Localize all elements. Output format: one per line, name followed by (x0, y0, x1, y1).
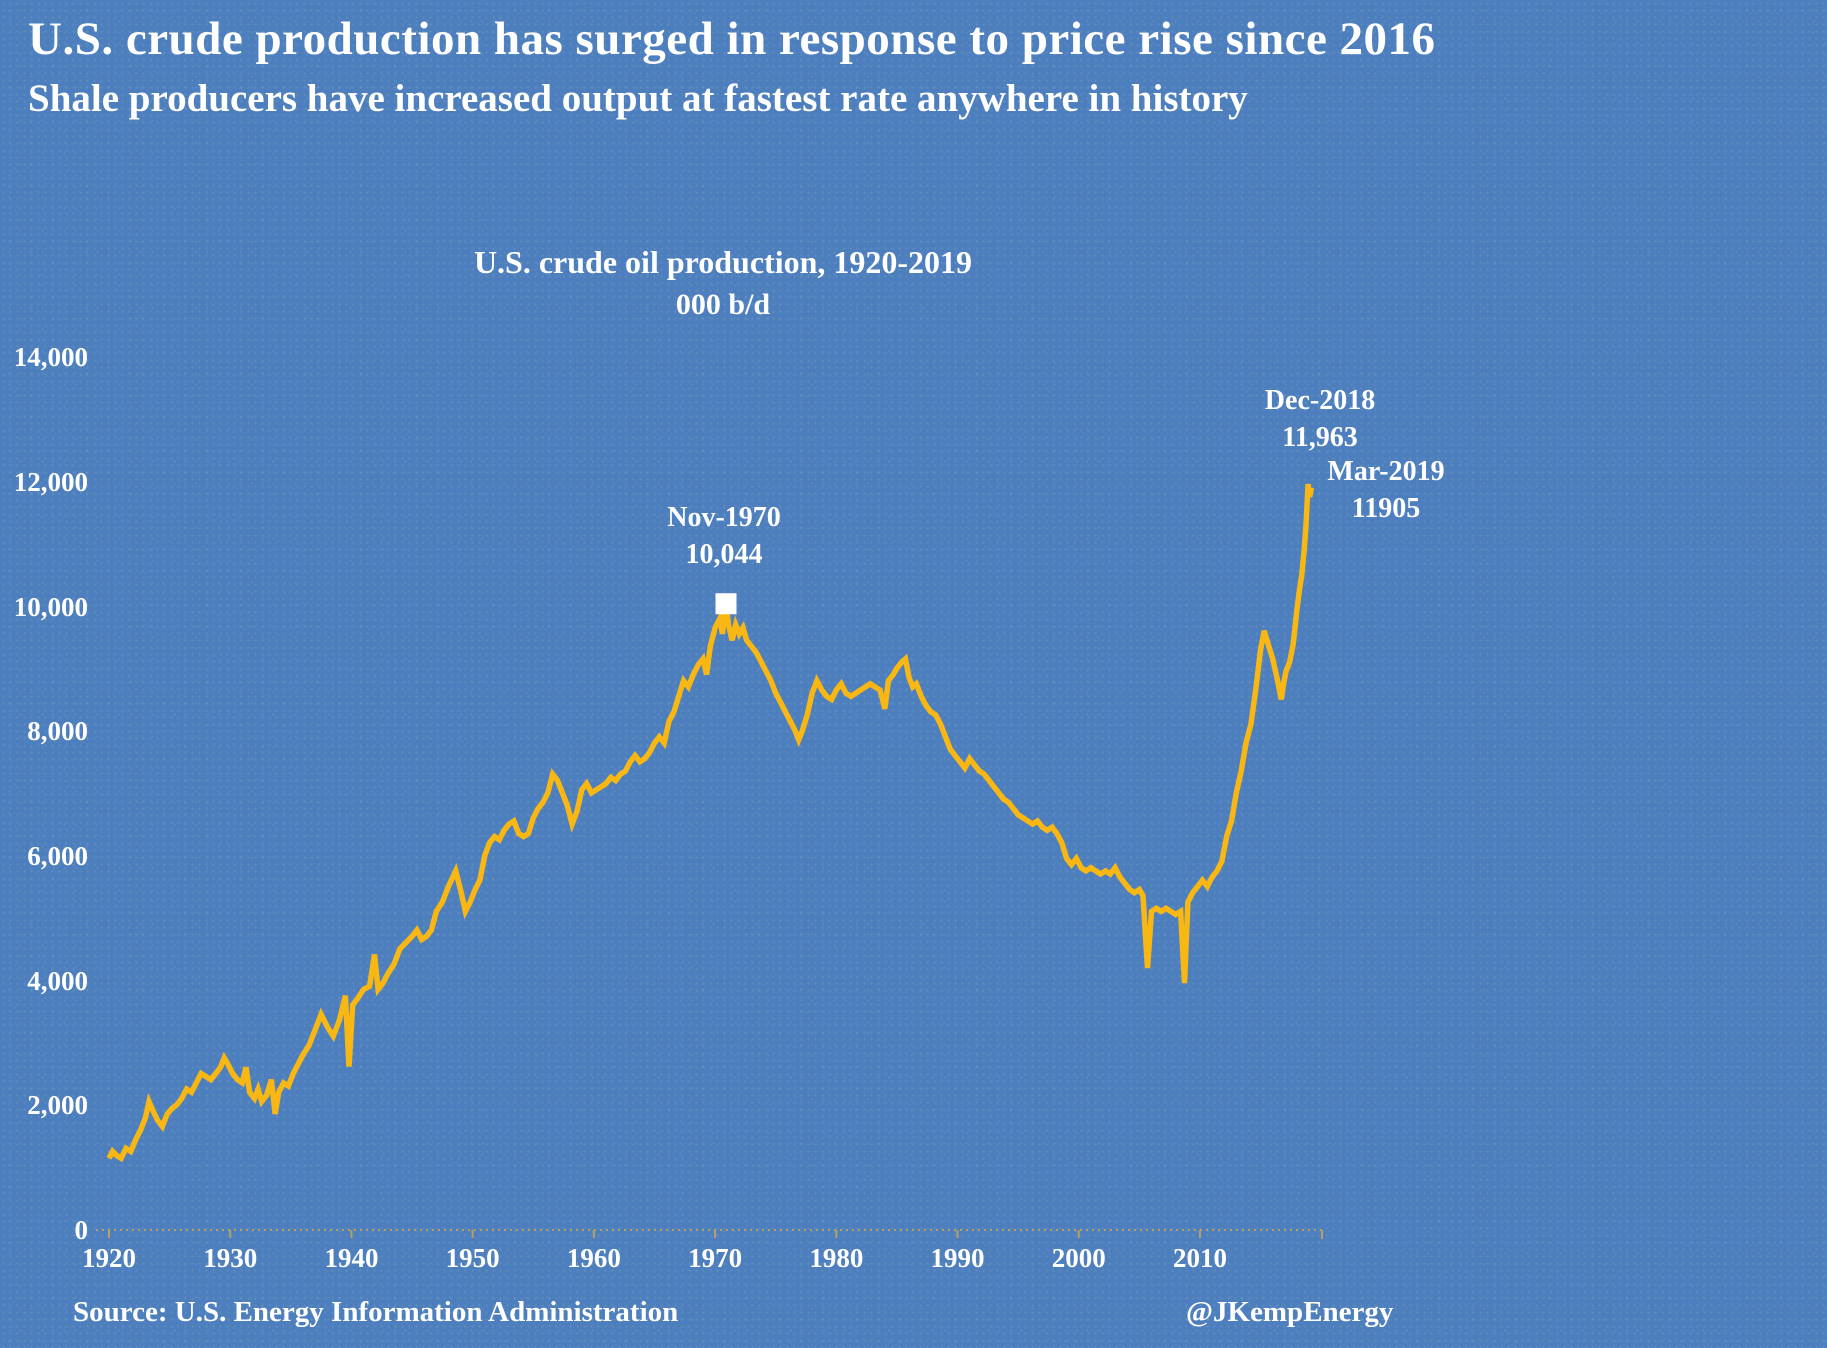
x-axis-label: 1920 (82, 1243, 136, 1273)
y-axis-label: 2,000 (27, 1090, 88, 1121)
production-series-line (106, 483, 1315, 1163)
x-axis-label: 1940 (324, 1243, 379, 1273)
annotation-nov-1970-value: 10,044 (685, 539, 763, 570)
y-axis-label: 4,000 (27, 965, 88, 996)
x-axis-label: 1980 (809, 1243, 864, 1273)
y-axis-label: 6,000 (27, 840, 88, 871)
x-axis-label: 1930 (203, 1243, 258, 1273)
y-axis-label: 14,000 (13, 342, 88, 373)
y-axis-label: 8,000 (27, 716, 88, 747)
page-subtitle: Shale producers have increased output at… (28, 77, 1248, 120)
annotation-mar-2019-date: Mar-2019 (1327, 456, 1445, 487)
chart-title: U.S. crude oil production, 1920-2019 (473, 244, 973, 280)
author-credit: @JKempEnergy (1186, 1296, 1394, 1328)
y-axis-label: 10,000 (13, 591, 88, 622)
x-axis-label: 2010 (1172, 1243, 1227, 1273)
y-axis-label: 0 (74, 1215, 89, 1245)
peak-marker-square (715, 593, 737, 615)
page-title: U.S. crude production has surged in resp… (28, 13, 1436, 65)
x-axis-label: 2000 (1051, 1243, 1106, 1273)
annotation-nov-1970: Nov-1970 10,044 (667, 499, 781, 573)
annotation-dec-2018-value: 11,963 (1282, 422, 1358, 453)
y-axis-label: 12,000 (13, 466, 88, 497)
annotation-mar-2019: Mar-2019 11905 (1327, 453, 1444, 527)
x-axis-label: 1990 (930, 1243, 985, 1273)
source-note: Source: U.S. Energy Information Administ… (73, 1296, 679, 1328)
chart-units-label: 000 b/d (675, 288, 771, 321)
x-axis-label: 1950 (445, 1243, 500, 1273)
x-axis-label: 1960 (566, 1243, 621, 1273)
annotation-dec-2018-date: Dec-2018 (1264, 385, 1376, 416)
x-axis-label: 1970 (688, 1243, 743, 1273)
annotation-dec-2018: Dec-2018 11,963 (1265, 382, 1375, 456)
annotation-mar-2019-value: 11905 (1351, 493, 1421, 524)
annotation-nov-1970-date: Nov-1970 (667, 502, 781, 533)
